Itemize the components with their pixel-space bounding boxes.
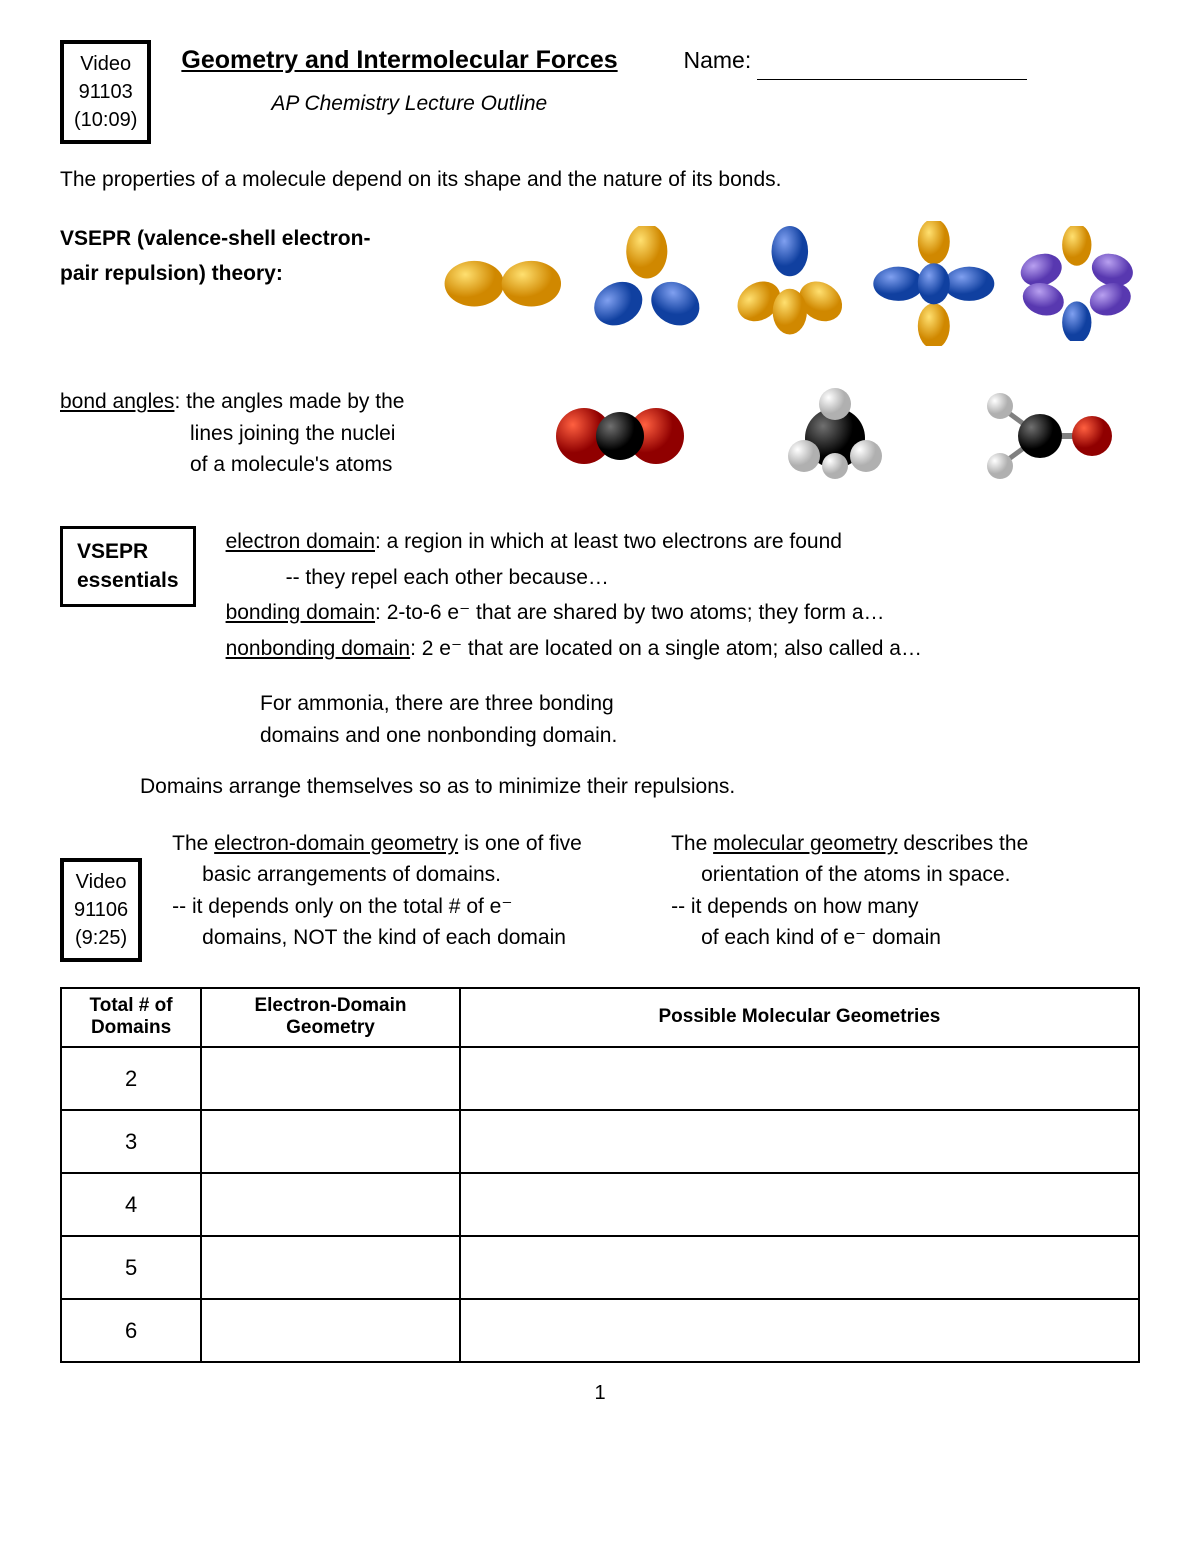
right-column: The molecular geometry describes the ori…	[671, 828, 1140, 954]
table-row: 2	[61, 1047, 1139, 1110]
video-box-2: Video 91106 (9:25)	[60, 858, 142, 962]
table-row: 3	[61, 1110, 1139, 1173]
bond-angles-row: bond angles: the angles made by the line…	[60, 386, 1140, 486]
essentials-box-l1: VSEPR	[77, 537, 179, 566]
bond-angles-l3: of a molecule's atoms	[60, 449, 490, 481]
intro-text: The properties of a molecule depend on i…	[60, 164, 1140, 196]
co2-molecule-icon	[550, 396, 690, 476]
ammonia-l2: domains and one nonbonding domain.	[260, 720, 1140, 752]
bond-angles-l2: lines joining the nuclei	[60, 418, 490, 450]
arrange-text: Domains arrange themselves so as to mini…	[140, 771, 1140, 803]
bond-angles-rest: : the angles made by the	[174, 390, 404, 413]
video-box-1: Video 91103 (10:09)	[60, 40, 151, 144]
page-title: Geometry and Intermolecular Forces	[181, 42, 617, 80]
essentials-row: VSEPR essentials electron domain: a regi…	[60, 526, 1140, 668]
electron-domain-label: electron domain	[226, 530, 375, 553]
ammonia-l1: For ammonia, there are three bonding	[260, 688, 1140, 720]
formaldehyde-molecule-icon	[980, 386, 1120, 486]
electron-domain-geometry-label: electron-domain geometry	[214, 832, 458, 855]
table-body: 2 3 4 5 6	[61, 1047, 1139, 1362]
table-header-row: Total # of Domains Electron-Domain Geome…	[61, 988, 1139, 1048]
electron-domain-sub: -- they repel each other because…	[226, 562, 1140, 594]
essentials-box: VSEPR essentials	[60, 526, 196, 607]
header-row: Video 91103 (10:09) Geometry and Intermo…	[60, 40, 1140, 144]
vsepr-heading-l1: VSEPR (valence-shell electron-	[60, 221, 420, 257]
balloon-octahedral-icon	[1014, 226, 1140, 341]
video2-label: Video	[74, 868, 128, 896]
essentials-box-l2: essentials	[77, 566, 179, 595]
geometry-comparison-row: Video 91106 (9:25) The electron-domain g…	[60, 828, 1140, 962]
nonbonding-domain-label: nonbonding domain	[226, 637, 411, 660]
th-total-domains: Total # of Domains	[61, 988, 201, 1048]
geometry-table: Total # of Domains Electron-Domain Geome…	[60, 987, 1140, 1364]
bond-angles-label: bond angles	[60, 390, 174, 413]
table-row: 5	[61, 1236, 1139, 1299]
methane-molecule-icon	[780, 386, 890, 486]
title-group: Geometry and Intermolecular Forces Name:…	[181, 40, 1140, 119]
video2-duration: (9:25)	[74, 924, 128, 952]
nonbonding-domain-text: : 2 e⁻ that are located on a single atom…	[410, 637, 922, 660]
video2-id: 91106	[74, 896, 128, 924]
video-label: Video	[74, 50, 137, 78]
vsepr-heading: VSEPR (valence-shell electron- pair repu…	[60, 221, 420, 292]
vsepr-heading-l2: pair repulsion) theory:	[60, 256, 420, 292]
name-input-line[interactable]	[757, 79, 1027, 80]
molecule-models-strip	[530, 386, 1140, 486]
balloon-tetrahedral-icon	[727, 226, 853, 340]
bond-angles-text: bond angles: the angles made by the line…	[60, 386, 490, 481]
essentials-content: electron domain: a region in which at le…	[226, 526, 1140, 668]
th-ed-geometry: Electron-Domain Geometry	[201, 988, 460, 1048]
video-duration: (10:09)	[74, 106, 137, 134]
name-label: Name:	[683, 43, 751, 78]
bonding-domain-text: : 2-to-6 e⁻ that are shared by two atoms…	[375, 601, 884, 624]
ammonia-example: For ammonia, there are three bonding dom…	[260, 688, 1140, 751]
page-number: 1	[60, 1378, 1140, 1408]
balloon-trigbipy-icon	[871, 221, 997, 347]
balloon-models-strip	[440, 221, 1140, 347]
table-row: 4	[61, 1173, 1139, 1236]
balloon-linear-icon	[440, 238, 566, 329]
vsepr-theory-row: VSEPR (valence-shell electron- pair repu…	[60, 221, 1140, 347]
table-row: 6	[61, 1299, 1139, 1362]
electron-domain-text: : a region in which at least two electro…	[375, 530, 842, 553]
subtitle: AP Chemistry Lecture Outline	[271, 88, 1140, 120]
th-molecular-geometries: Possible Molecular Geometries	[460, 988, 1139, 1048]
balloon-trigonal-icon	[584, 226, 710, 340]
video-id: 91103	[74, 78, 137, 106]
bonding-domain-label: bonding domain	[226, 601, 375, 624]
molecular-geometry-label: molecular geometry	[713, 832, 897, 855]
left-column: The electron-domain geometry is one of f…	[172, 828, 641, 954]
